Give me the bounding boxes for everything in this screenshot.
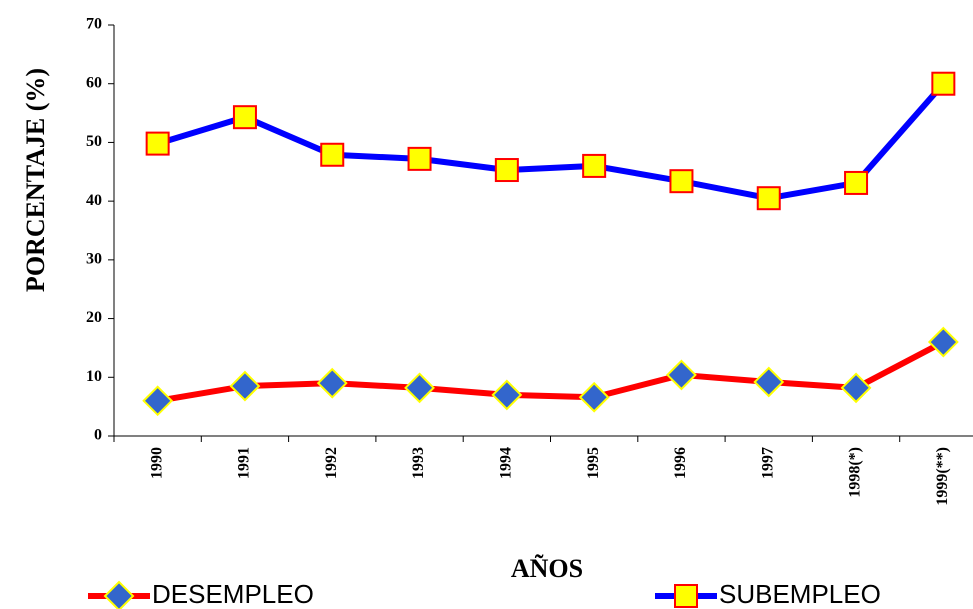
series-line	[156, 81, 946, 202]
data-point	[494, 158, 519, 183]
x-axis-label: AÑOS	[511, 554, 583, 583]
data-point	[844, 170, 869, 195]
y-tick-label: 0	[94, 427, 102, 444]
data-point	[756, 186, 781, 211]
data-point	[578, 381, 610, 413]
data-point	[407, 146, 432, 171]
data-point	[931, 71, 956, 96]
data-point	[753, 366, 785, 398]
x-tick-label: 1996	[672, 447, 689, 479]
data-point	[320, 142, 345, 167]
data-point	[840, 372, 872, 404]
y-tick-label: 20	[86, 309, 102, 326]
y-tick-label: 30	[86, 251, 102, 268]
x-tick-label: 1999(**)	[934, 447, 951, 506]
data-point	[404, 372, 435, 404]
legend-label: SUBEMPLEO	[719, 579, 881, 609]
y-axis-label: PORCENTAJE (%)	[21, 68, 50, 292]
x-tick-label: 1993	[410, 447, 427, 479]
x-tick-label: 1992	[323, 447, 340, 479]
data-point	[927, 326, 959, 358]
x-tick-label: 1991	[236, 447, 253, 479]
data-point	[142, 385, 174, 417]
data-point	[316, 367, 348, 399]
y-tick-label: 50	[86, 133, 102, 150]
data-point	[666, 359, 697, 391]
data-point	[582, 153, 607, 178]
legend-marker	[103, 580, 135, 609]
series-line	[157, 339, 945, 404]
x-tick-label: 1994	[498, 447, 515, 479]
y-tick-label: 10	[86, 368, 102, 385]
x-tick-label: 1990	[148, 447, 165, 479]
y-tick-label: 40	[86, 192, 102, 209]
y-tick-label: 60	[86, 74, 102, 91]
x-tick-label: 1995	[585, 447, 602, 479]
x-tick-label: 1998(*)	[847, 447, 864, 498]
x-tick-label: 1997	[759, 447, 776, 479]
data-point	[491, 379, 523, 411]
data-point	[232, 105, 257, 130]
y-tick-label: 70	[86, 16, 102, 33]
data-point	[229, 370, 261, 402]
legend-label: DESEMPLEO	[152, 579, 314, 609]
data-point	[145, 131, 170, 156]
legend-marker	[674, 584, 698, 608]
data-point	[669, 169, 694, 194]
